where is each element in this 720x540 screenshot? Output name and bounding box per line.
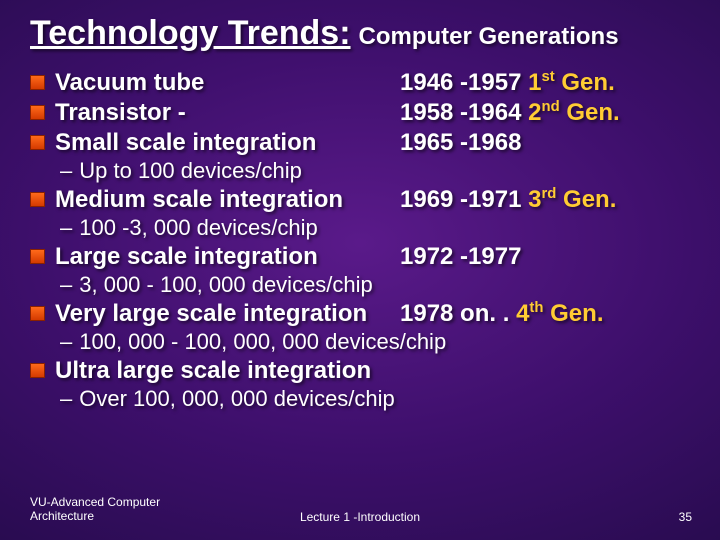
bullet-icon <box>30 363 45 378</box>
sub-text: 100, 000 - 100, 000, 000 devices/chip <box>79 329 446 355</box>
topic-text: Transistor - <box>55 99 400 127</box>
sub-item: – 3, 000 - 100, 000 devices/chip <box>60 272 690 298</box>
sub-text: 100 -3, 000 devices/chip <box>79 215 318 241</box>
topic-text: Small scale integration <box>55 129 400 157</box>
footer-page-number: 35 <box>679 510 692 524</box>
bullet-icon <box>30 192 45 207</box>
slide-title: Technology Trends: Computer Generations <box>30 14 690 53</box>
topic-text: Ultra large scale integration <box>55 357 371 385</box>
dash-icon: – <box>60 386 72 412</box>
dates-text: 1965 -1968 <box>400 129 521 157</box>
topic-text: Vacuum tube <box>55 69 400 97</box>
bullet-icon <box>30 135 45 150</box>
sub-text: Up to 100 devices/chip <box>79 158 302 184</box>
list-item: Medium scale integration 1969 -1971 3rd … <box>30 186 690 214</box>
title-main: Technology Trends: <box>30 14 351 53</box>
list-item: Small scale integration 1965 -1968 <box>30 129 690 157</box>
bullet-icon <box>30 75 45 90</box>
bullet-icon <box>30 306 45 321</box>
topic-text: Very large scale integration <box>55 300 400 328</box>
sub-item: – 100, 000 - 100, 000, 000 devices/chip <box>60 329 690 355</box>
dates-text: 1946 -1957 1st Gen. <box>400 69 615 97</box>
list-item: Ultra large scale integration <box>30 357 690 385</box>
slide: Technology Trends: Computer Generations … <box>0 0 720 540</box>
dash-icon: – <box>60 329 72 355</box>
list-item: Large scale integration 1972 -1977 <box>30 243 690 271</box>
topic-text: Large scale integration <box>55 243 400 271</box>
list-item: Vacuum tube 1946 -1957 1st Gen. <box>30 69 690 97</box>
dates-text: 1969 -1971 3rd Gen. <box>400 186 616 214</box>
bullet-icon <box>30 249 45 264</box>
dates-text: 1978 on. . 4th Gen. <box>400 300 603 328</box>
dates-text: 1958 -1964 2nd Gen. <box>400 99 620 127</box>
title-sub: Computer Generations <box>359 23 619 51</box>
footer-center: Lecture 1 -Introduction <box>0 510 720 524</box>
sub-item: – Over 100, 000, 000 devices/chip <box>60 386 690 412</box>
sub-item: – Up to 100 devices/chip <box>60 158 690 184</box>
dash-icon: – <box>60 215 72 241</box>
sub-text: Over 100, 000, 000 devices/chip <box>79 386 395 412</box>
dates-text: 1972 -1977 <box>400 243 521 271</box>
bullet-icon <box>30 105 45 120</box>
dash-icon: – <box>60 158 72 184</box>
sub-text: 3, 000 - 100, 000 devices/chip <box>79 272 373 298</box>
list-item: Very large scale integration 1978 on. . … <box>30 300 690 328</box>
list-item: Transistor - 1958 -1964 2nd Gen. <box>30 99 690 127</box>
sub-item: – 100 -3, 000 devices/chip <box>60 215 690 241</box>
topic-text: Medium scale integration <box>55 186 400 214</box>
dash-icon: – <box>60 272 72 298</box>
